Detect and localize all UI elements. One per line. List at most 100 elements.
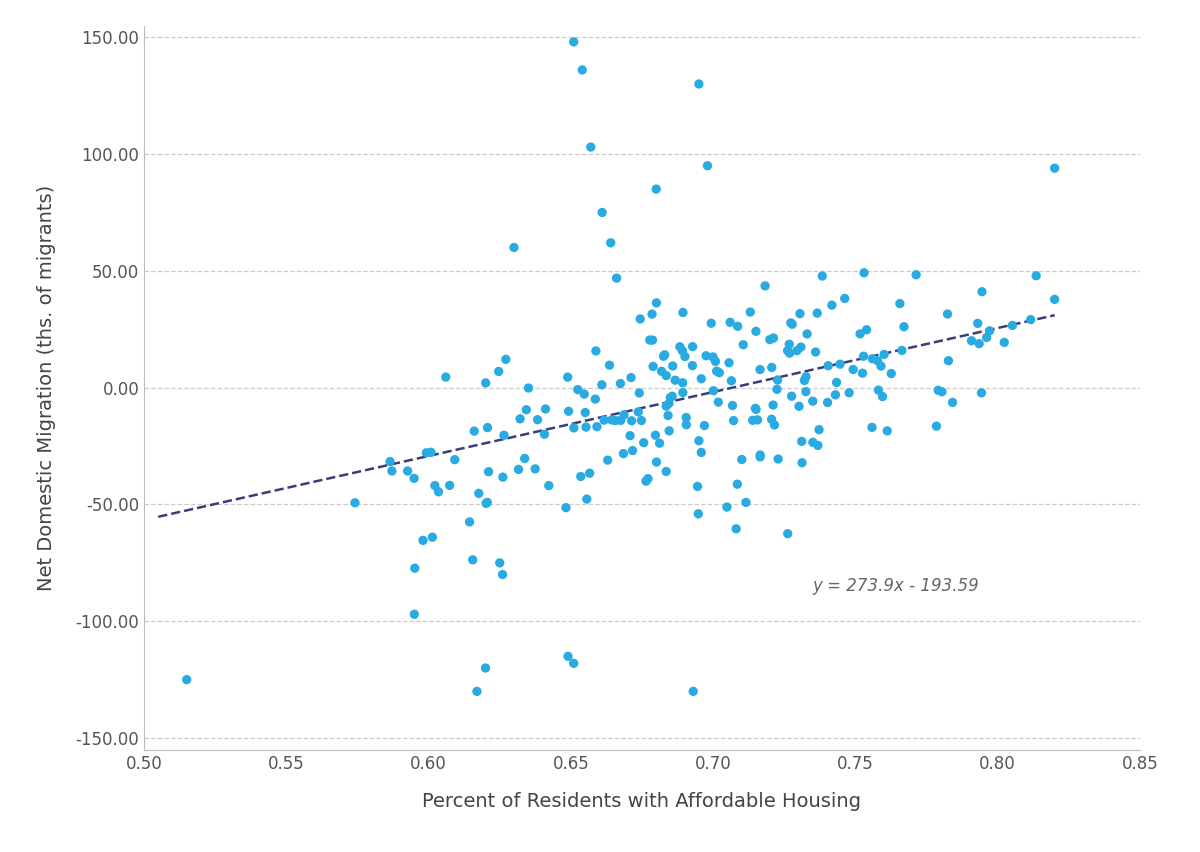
Point (572, 63, 592, 77)
Point (577, 492, 596, 506)
Point (726, 522, 745, 536)
Point (1045, 161, 1064, 175)
Point (792, 435, 811, 448)
Point (558, 371, 577, 384)
Point (539, 479, 558, 492)
Point (673, 376, 692, 389)
Point (643, 333, 662, 347)
Point (404, 607, 424, 621)
Point (655, 348, 674, 361)
Point (929, 383, 948, 397)
Point (1026, 269, 1045, 283)
Point (863, 421, 882, 435)
Point (476, 376, 496, 389)
Point (977, 331, 996, 344)
Point (469, 486, 488, 500)
Point (926, 419, 946, 433)
Point (611, 377, 630, 390)
Point (806, 345, 826, 359)
Point (746, 325, 766, 338)
Point (528, 413, 547, 427)
Point (906, 268, 925, 282)
Point (872, 389, 892, 403)
Point (782, 389, 802, 403)
Point (622, 414, 641, 428)
Point (854, 349, 874, 363)
Point (764, 331, 784, 345)
Point (526, 462, 545, 475)
Point (650, 436, 670, 450)
Point (476, 661, 496, 675)
Point (732, 452, 751, 466)
Point (416, 446, 436, 459)
Point (812, 269, 832, 283)
Point (517, 403, 536, 417)
Point (602, 413, 622, 427)
Point (875, 348, 894, 361)
Point (868, 354, 887, 367)
Point (818, 359, 838, 372)
Point (178, 673, 197, 687)
Point (689, 507, 708, 521)
Point (882, 366, 901, 380)
Point (689, 434, 708, 447)
Point (436, 371, 455, 384)
Point (581, 141, 600, 154)
Point (826, 388, 845, 401)
Point (646, 429, 665, 442)
Point (962, 334, 982, 348)
Point (623, 444, 642, 458)
Point (460, 515, 479, 529)
Point (972, 386, 991, 400)
Point (943, 395, 962, 409)
Point (767, 383, 786, 396)
Point (598, 453, 617, 467)
Point (827, 376, 846, 389)
Point (724, 414, 743, 428)
Point (662, 389, 682, 403)
Point (569, 383, 588, 396)
Point (383, 464, 402, 478)
Text: y = 273.9x - 193.59: y = 273.9x - 193.59 (812, 578, 979, 596)
Point (664, 360, 683, 373)
Point (683, 359, 702, 372)
Point (606, 414, 625, 428)
Point (972, 285, 991, 298)
Point (720, 356, 739, 370)
Point (746, 402, 766, 416)
Point (575, 388, 594, 401)
Point (938, 308, 958, 321)
Point (995, 336, 1014, 349)
Point (631, 312, 650, 325)
Point (780, 337, 799, 351)
Point (709, 366, 728, 379)
Point (661, 391, 680, 405)
Point (587, 420, 606, 434)
Point (601, 236, 620, 250)
Point (863, 352, 882, 366)
Point (630, 386, 649, 400)
Point (704, 384, 724, 398)
Point (518, 381, 538, 394)
Point (750, 450, 769, 463)
Point (763, 398, 782, 412)
Point (893, 343, 912, 357)
Point (421, 446, 440, 459)
Point (564, 421, 583, 435)
Point (691, 372, 710, 386)
Point (463, 553, 482, 567)
Point (634, 436, 653, 450)
Point (756, 279, 775, 293)
Point (490, 556, 509, 570)
Point (762, 412, 781, 426)
Point (970, 337, 989, 350)
Point (445, 452, 464, 466)
Point (677, 411, 696, 424)
Point (768, 452, 787, 466)
Point (778, 527, 797, 540)
Point (636, 475, 655, 488)
Point (782, 318, 802, 331)
Point (413, 533, 432, 547)
Point (890, 296, 910, 310)
Point (751, 448, 770, 462)
